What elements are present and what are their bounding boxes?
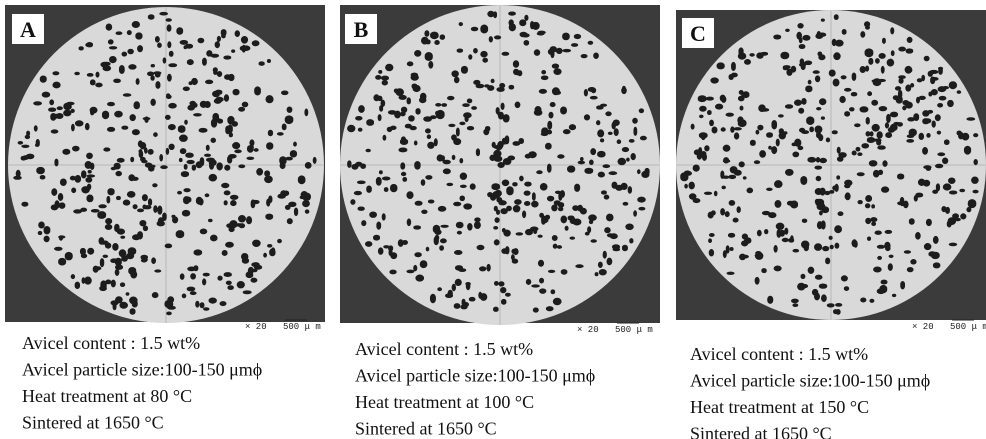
caption-line: Avicel content : 1.5 wt% (690, 344, 868, 364)
panel: B × 20 500 μ m Avicel content : 1.5 wt% Avic… (340, 5, 660, 439)
magnification: × 20 (577, 325, 599, 335)
caption-line: Sintered at 1650 °C (22, 413, 164, 433)
caption-line: Avicel particle size:100-150 μmϕ (690, 371, 930, 391)
panel: A × 20 500 μ m Avicel content : 1.5 wt% Avic… (5, 5, 325, 433)
magnification: × 20 (912, 322, 934, 332)
magnification: × 20 (245, 322, 267, 332)
caption-line: Heat treatment at 100 °C (355, 392, 534, 412)
panel-label: B (354, 17, 369, 42)
label-box (345, 14, 377, 44)
caption-line: Avicel content : 1.5 wt% (22, 333, 200, 353)
caption-line: Avicel content : 1.5 wt% (355, 339, 533, 359)
particles (680, 14, 979, 315)
caption-line: Sintered at 1650 °C (355, 419, 497, 439)
caption-line: Heat treatment at 80 °C (22, 386, 192, 406)
caption-line: Avicel particle size:100-150 μmϕ (355, 366, 595, 386)
scale-label: 500 μ m (283, 322, 321, 332)
label-box (682, 18, 714, 48)
caption-line: Sintered at 1650 °C (690, 424, 832, 439)
caption-line: Avicel particle size:100-150 μmϕ (22, 360, 262, 380)
panel-label: A (20, 17, 36, 42)
panel: C × 20 500 μ m Avicel content : 1.5 wt% Avic… (676, 10, 986, 439)
panel-label: C (690, 21, 706, 46)
particles (347, 10, 650, 313)
scale-label: 500 μ m (615, 325, 653, 335)
label-box (12, 14, 44, 44)
caption-line: Heat treatment at 150 °C (690, 397, 869, 417)
scale-label: 500 μ m (950, 322, 986, 332)
